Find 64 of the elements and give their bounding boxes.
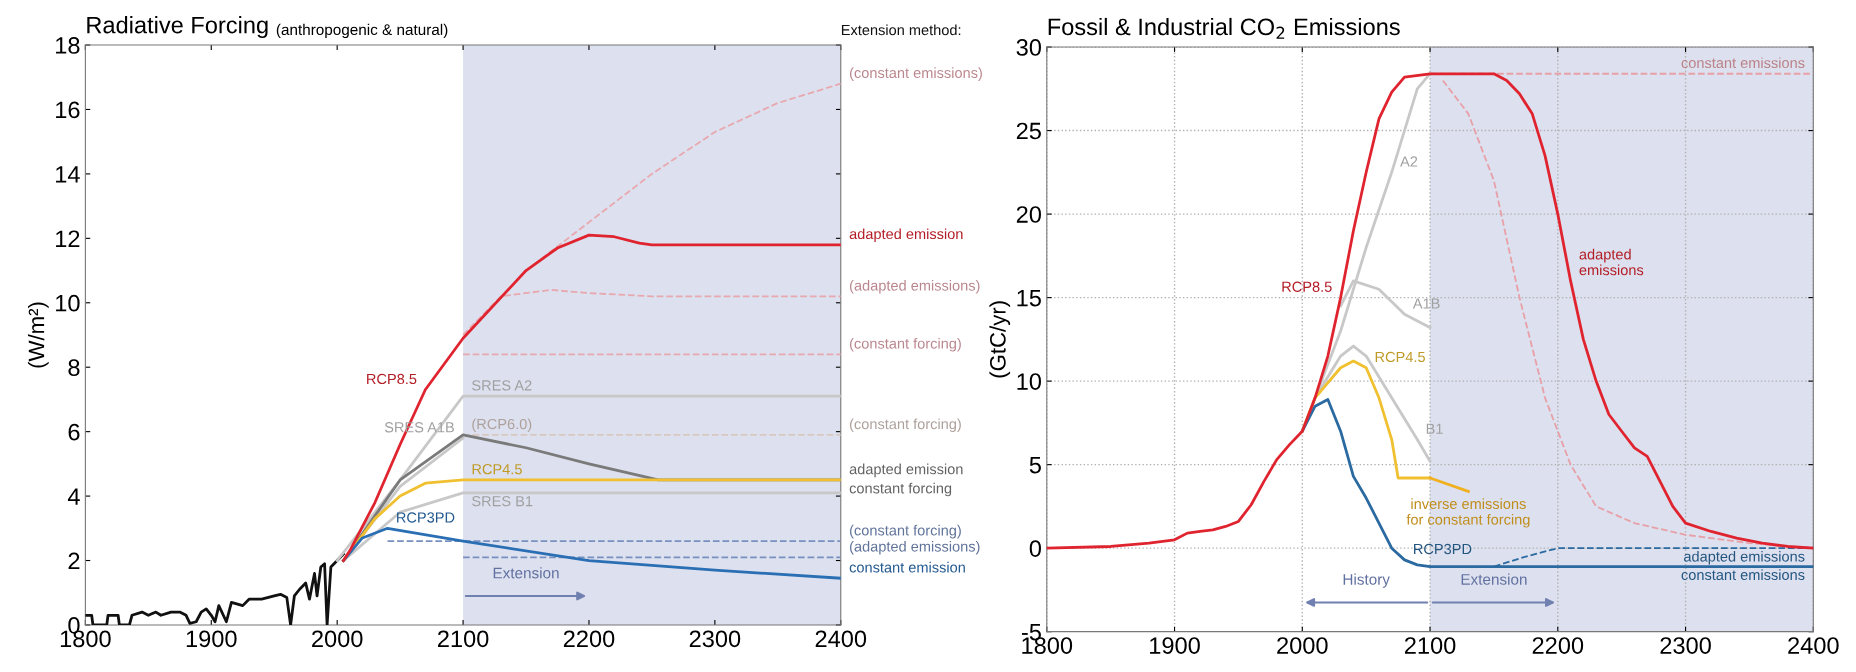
annotation: RCP8.5 (1282, 281, 1332, 292)
annotation: (adapted emissions) (850, 540, 980, 555)
text: Extension method: (841, 24, 961, 36)
annotation: A2 (1400, 156, 1418, 167)
annotation: SRES A2 (472, 380, 532, 391)
y-axis-title: (W/m²) (27, 302, 49, 368)
y-tick-label: 8 (68, 359, 80, 376)
y-tick-label: 10 (1017, 373, 1041, 390)
y-tick-label: 16 (56, 101, 80, 119)
y-axis-title: (GtC/yr) (989, 301, 1011, 378)
x-tick-label: 1900 (186, 630, 237, 648)
annotation: (constant emissions) (850, 67, 982, 81)
y-tick-label: 18 (56, 37, 80, 54)
annotation: (constant forcing) (850, 524, 961, 539)
y-tick-label: 5 (1029, 456, 1041, 474)
x-tick-label: 2200 (563, 630, 615, 648)
annotation: RCP4.5 (1375, 351, 1425, 363)
y-tick-label: 15 (1017, 289, 1041, 307)
x-tick-label: 2300 (689, 630, 741, 648)
annotation: B1 (1426, 423, 1443, 434)
annotation: adapted emissions (1579, 248, 1644, 276)
annotation: (adapted emissions) (850, 279, 980, 294)
annotation: (constant forcing) (850, 337, 961, 352)
annotation: History (1343, 573, 1390, 588)
x-tick-label: 2400 (1788, 637, 1839, 654)
y-tick-label: 6 (68, 423, 80, 441)
annotation: adapted emission (849, 463, 963, 478)
y-tick-label: 4 (67, 488, 80, 505)
band-label: Extension (1461, 573, 1527, 585)
annotation: A1B (1412, 298, 1440, 309)
y-tick-label: 14 (56, 166, 80, 183)
x-tick-label: 2100 (1404, 637, 1456, 654)
annotation: constant emissions (1681, 57, 1805, 69)
y-tick-label: 0 (1029, 540, 1041, 557)
y-tick-label: 20 (1016, 206, 1041, 223)
x-tick-label: 2400 (815, 630, 867, 648)
x-tick-label: 2000 (312, 630, 363, 648)
annotation: RCP3PD (1414, 543, 1472, 555)
annotation: RCP3PD (397, 512, 455, 523)
x-tick-label: 2200 (1532, 637, 1584, 654)
annotation: SRES B1 (472, 496, 533, 507)
y-tick-label: 10 (56, 294, 80, 312)
annotation: constant emission (849, 561, 965, 573)
chart-subtitle: (anthropogenic & natural) (276, 23, 448, 39)
annotation: adapted emission (849, 228, 963, 242)
x-tick-label: 2100 (438, 630, 489, 648)
annotation: constant emissions (1681, 569, 1805, 581)
x-tick-label: 2300 (1660, 637, 1711, 654)
annotation: adapted emissions (1684, 550, 1805, 565)
annotation: (RCP6.0) (472, 418, 532, 433)
annotation: inverse emissions for constant forcing (1406, 498, 1530, 528)
y-tick-label: 30 (1016, 39, 1041, 56)
annotation: RCP4.5 (472, 463, 522, 475)
annotation: RCP8.5 (367, 373, 417, 385)
band-label: Extension (493, 567, 559, 579)
chart-title: Radiative Forcing (87, 16, 268, 39)
y-tick-label: 2 (68, 552, 80, 570)
y-tick-label: 12 (56, 230, 80, 247)
chart-title: Fossil & Industrial CO$_{2}$ Emissions (1048, 17, 1400, 39)
x-tick-label: 2000 (1277, 637, 1328, 654)
x-tick-label: 1900 (1150, 637, 1200, 654)
y-tick-label: 25 (1016, 122, 1041, 140)
annotation: constant forcing (849, 482, 952, 497)
annotation: (constant forcing) (850, 418, 961, 433)
